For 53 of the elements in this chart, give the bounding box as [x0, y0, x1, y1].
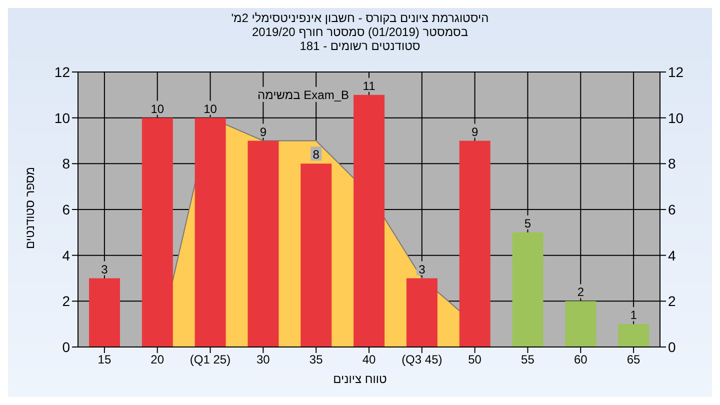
y-tick-label: 6 — [62, 201, 70, 218]
y2-tick-label: 10 — [668, 110, 684, 126]
y-tick-label: 8 — [62, 156, 70, 172]
text: בסמסטר (01/2019) סמסטר חורף 2019/20 — [252, 25, 468, 39]
x-tick-label: 15 — [98, 352, 112, 367]
y2-tick-label: 4 — [668, 247, 676, 264]
bar — [618, 324, 650, 347]
y-tick-label: 10 — [54, 110, 70, 126]
bar — [354, 94, 385, 347]
bar — [248, 140, 279, 347]
data-label: 10 — [150, 102, 164, 116]
data-label: 5 — [524, 216, 532, 230]
data-label: 3 — [101, 262, 108, 276]
x-tick-label: 20 — [150, 352, 164, 367]
y-tick-label: 12 — [54, 64, 70, 80]
x-tick-label: 40 — [362, 352, 376, 367]
text: סטודנטים רשומים - 181 — [300, 39, 420, 53]
x-tick-label: (Q3 45) — [402, 352, 442, 367]
y2-tick-label: 0 — [668, 338, 676, 355]
x-tick-label: 30 — [256, 352, 270, 367]
bar — [406, 278, 438, 347]
data-label: 11 — [362, 78, 376, 93]
x-tick-label: 60 — [574, 352, 588, 367]
bar — [512, 232, 544, 347]
data-label: 3 — [418, 262, 426, 276]
data-label: 1 — [630, 308, 638, 322]
y2-tick-label: 8 — [668, 156, 676, 172]
x-tick-label: (Q1 25) — [190, 352, 231, 367]
bar — [194, 118, 226, 347]
y2-tick-label: 2 — [668, 293, 676, 310]
y-tick-label: 2 — [62, 293, 70, 310]
data-label: 9 — [260, 124, 267, 139]
x-tick-label: 55 — [521, 352, 535, 367]
y-axis-title: מספר סטודנטים — [23, 166, 37, 250]
bar — [300, 164, 332, 347]
data-label: 8 — [312, 148, 320, 162]
x-tick-label: 50 — [468, 352, 482, 367]
data-label: 2 — [577, 285, 584, 300]
bar — [565, 301, 596, 347]
y-tick-label: 4 — [62, 247, 70, 264]
bar — [89, 278, 120, 347]
bar — [459, 140, 490, 347]
y-tick-label: 0 — [62, 338, 70, 355]
data-label: 10 — [204, 102, 218, 116]
bar — [142, 118, 173, 347]
data-label: 9 — [472, 124, 479, 139]
y2-tick-label: 12 — [668, 64, 684, 80]
x-axis-title: טווח ציונים — [332, 372, 388, 386]
x-tick-label: 65 — [626, 352, 641, 367]
annotation: במשימה Exam_B — [258, 88, 349, 102]
chart-title: היסטוגרמת ציונים בקורס - חשבון אינפיניטסימלי 2מ' — [230, 11, 490, 25]
y2-tick-label: 6 — [668, 201, 676, 218]
x-tick-label: 35 — [309, 352, 324, 367]
